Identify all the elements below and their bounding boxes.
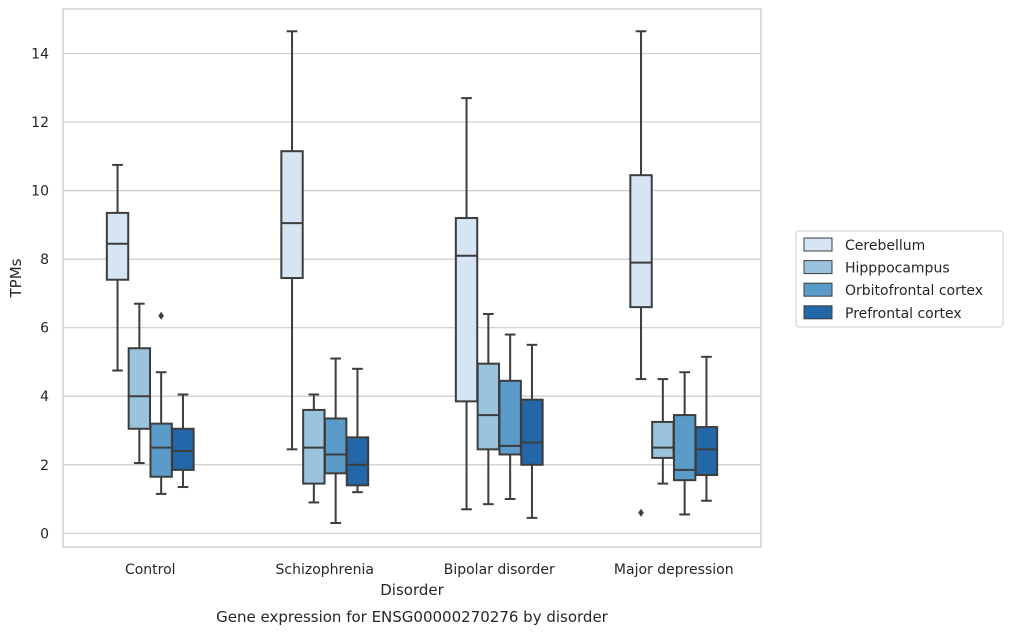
box-3-1 — [651, 378, 675, 485]
legend-swatch — [803, 282, 833, 297]
y-tick-label: 14 — [31, 47, 49, 63]
outlier-point — [158, 311, 164, 320]
legend: Cerebellum Hipppocampus Orbitofrontal cort… — [795, 230, 1004, 328]
box-0-0 — [105, 163, 130, 372]
iqr-box — [127, 347, 152, 430]
x-axis-ticks: Control Schizophrenia Bipolar disorder Majo… — [125, 562, 734, 578]
x-axis-label: Disorder — [380, 581, 444, 599]
outlier-point — [638, 508, 644, 517]
box-0-1 — [127, 302, 152, 465]
chart-caption: Gene expression for ENSG00000270276 by d… — [216, 608, 609, 626]
box-groups — [105, 30, 719, 525]
legend-swatch — [803, 305, 833, 320]
iqr-box — [498, 379, 522, 456]
iqr-box — [345, 436, 370, 487]
legend-label: Cerebellum — [845, 238, 925, 254]
x-tick-label: Bipolar disorder — [444, 562, 555, 578]
box-0-3 — [171, 393, 195, 489]
x-tick-label: Schizophrenia — [276, 562, 374, 578]
y-tick-label: 2 — [40, 458, 49, 474]
x-tick-label: Control — [125, 562, 176, 578]
box-1-3 — [345, 367, 370, 494]
iqr-box — [171, 427, 195, 471]
box-3-3 — [694, 355, 719, 502]
y-tick-label: 8 — [40, 252, 49, 268]
y-tick-label: 0 — [40, 526, 49, 542]
legend-label: Hipppocampus — [845, 261, 950, 277]
box-2-0 — [454, 97, 479, 511]
y-tick-label: 6 — [40, 321, 49, 337]
x-tick-label: Major depression — [614, 562, 734, 578]
legend-swatch — [803, 260, 833, 275]
iqr-box — [520, 398, 544, 466]
legend-swatch — [803, 237, 833, 252]
iqr-box — [149, 422, 173, 478]
iqr-box — [323, 417, 348, 475]
box-1-2 — [323, 357, 348, 525]
iqr-box — [629, 174, 653, 309]
iqr-box — [651, 420, 675, 459]
iqr-box — [694, 426, 719, 477]
y-tick-label: 12 — [31, 115, 49, 131]
y-axis-ticks: 0 2 4 6 8 10 12 14 — [31, 47, 49, 543]
box-2-3 — [520, 343, 544, 519]
y-tick-label: 4 — [40, 389, 49, 405]
legend-label: Orbitofrontal cortex — [845, 283, 983, 299]
box-1-0 — [280, 30, 304, 451]
box-3-2 — [672, 371, 697, 516]
iqr-box — [454, 217, 479, 403]
legend-frame — [795, 230, 1004, 328]
y-axis-label: TPMs — [7, 258, 25, 298]
plot-frame — [62, 8, 762, 548]
box-3-0 — [629, 30, 653, 517]
box-0-2 — [149, 311, 173, 495]
iqr-box — [105, 211, 130, 281]
y-tick-label: 10 — [31, 184, 49, 200]
iqr-box — [476, 362, 501, 451]
legend-label: Prefrontal cortex — [845, 306, 962, 322]
iqr-box — [280, 150, 304, 279]
